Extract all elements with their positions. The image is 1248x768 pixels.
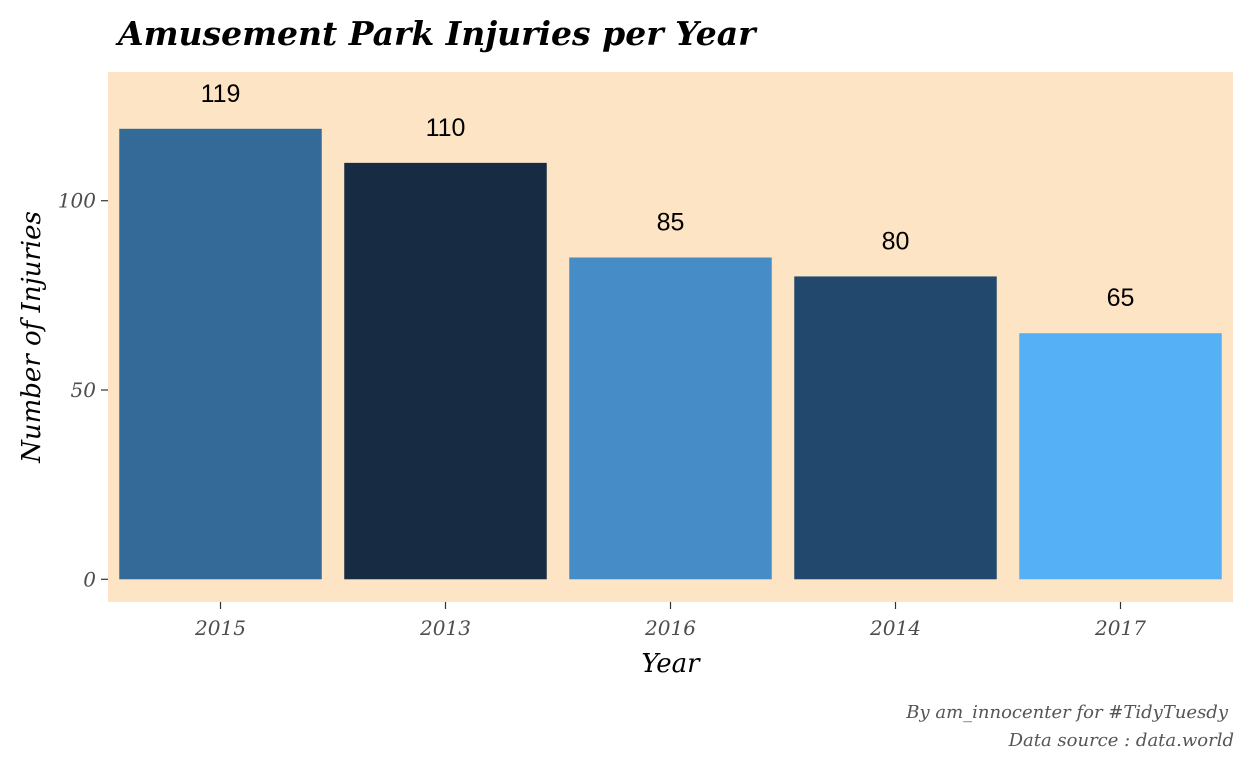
bar-2014 [794, 276, 997, 580]
bar-2016 [569, 257, 772, 580]
y-tick-label: 0 [83, 567, 96, 591]
data-label-2017: 65 [1107, 284, 1135, 312]
y-axis: 0 50 100 [58, 189, 108, 591]
x-axis-title: Year [641, 649, 701, 679]
bar-2013 [344, 162, 547, 580]
data-label-2014: 80 [882, 227, 910, 255]
y-axis-title: Number of Injuries [17, 211, 47, 464]
data-label-2013: 110 [426, 114, 466, 142]
x-tick-label-2014: 2014 [869, 616, 921, 640]
x-axis: 2015 2013 2016 2014 2017 [194, 602, 1146, 640]
data-label-2016: 85 [657, 209, 685, 237]
data-label-2015: 119 [201, 80, 241, 108]
x-tick-label-2017: 2017 [1094, 616, 1146, 640]
bar-2017 [1019, 333, 1222, 580]
caption-source: Data source : data.world [1008, 730, 1234, 751]
x-tick-label-2013: 2013 [419, 616, 471, 640]
bars [119, 128, 1222, 580]
data-labels: 119 110 85 80 65 [201, 80, 1135, 312]
chart-title: Amusement Park Injuries per Year [115, 14, 758, 53]
bar-2015 [119, 128, 322, 580]
x-tick-label-2016: 2016 [644, 616, 696, 640]
x-tick-label-2015: 2015 [194, 616, 246, 640]
y-tick-label: 50 [71, 378, 97, 402]
caption-credit: By am_innocenter for #TidyTuesdy [905, 702, 1229, 723]
y-tick-label: 100 [58, 189, 96, 213]
